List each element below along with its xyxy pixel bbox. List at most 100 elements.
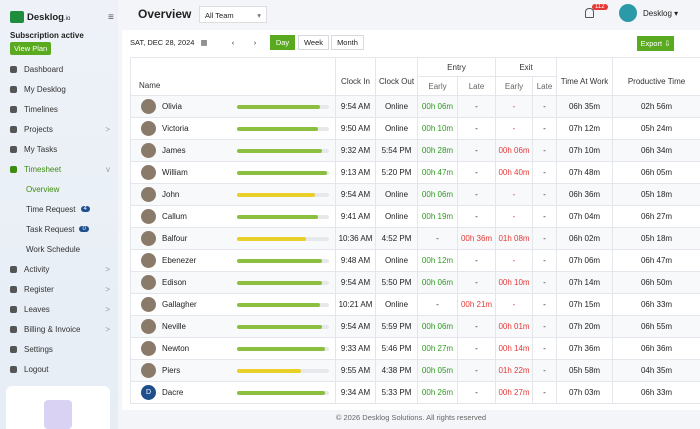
nav-icon (10, 125, 17, 133)
cell-exit-late: - (532, 381, 558, 404)
cell-clock-out: 5:50 PM (375, 271, 418, 294)
cell-exit-late: - (532, 117, 558, 140)
cell-exit-late: - (532, 293, 558, 316)
view-button[interactable]: Week (298, 35, 329, 50)
nav-label: Settings (24, 344, 53, 354)
cell-productive-time: 04h 35m (612, 359, 700, 382)
cell-clock-in: 9:54 AM (335, 315, 376, 338)
name-cell: Edison (130, 271, 336, 294)
logo-icon (10, 11, 24, 23)
cell-clock-in: 9:54 AM (335, 183, 376, 206)
cell-clock-in: 9:55 AM (335, 359, 376, 382)
progress-bar (237, 302, 320, 307)
nav-item[interactable]: Work Schedule (26, 241, 126, 257)
cell-time-at-work: 07h 20m (556, 315, 614, 338)
cell-clock-out: Online (375, 293, 418, 316)
cell-exit-early: - (495, 117, 534, 140)
progress-track (237, 126, 329, 131)
cell-entry-late: - (456, 271, 497, 294)
cell-clock-in: 9:32 AM (335, 139, 376, 162)
cell-productive-time: 06h 33m (612, 381, 700, 404)
view-button[interactable]: Day (270, 35, 295, 50)
next-button[interactable]: › (248, 35, 262, 50)
timesheet-table: Name Clock In Clock Out Entry Exit Time … (130, 57, 700, 404)
cell-productive-time: 06h 33m (612, 293, 700, 316)
cell-exit-late: - (532, 183, 558, 206)
nav-label: Billing & Invoice (24, 324, 81, 334)
promo-card (6, 386, 110, 429)
name-cell: John (130, 183, 336, 206)
nav-label: Leaves (24, 304, 50, 314)
name-wrap: Ebenezer (132, 253, 335, 268)
header-cell: Clock Out (375, 57, 418, 96)
user-avatar[interactable] (619, 4, 637, 22)
progress-track (237, 170, 329, 175)
name-wrap: James (132, 143, 335, 158)
nav-label: Projects (24, 124, 53, 134)
cell-time-at-work: 07h 03m (556, 381, 614, 404)
header-cell: Time At Work (556, 57, 614, 96)
cell-time-at-work: 07h 04m (556, 205, 614, 228)
footer: © 2026 Desklog Solutions. All rights res… (335, 413, 487, 422)
progress-bar (237, 258, 322, 263)
user-name: Desklog (643, 9, 672, 18)
nav-icon (10, 265, 17, 273)
nav-item[interactable]: Leaves > (10, 301, 110, 317)
employee-name: Piers (162, 366, 181, 375)
progress-track (237, 258, 329, 263)
progress-bar (237, 104, 320, 109)
team-select[interactable]: All Team ▾ (199, 6, 267, 23)
nav-item[interactable]: Timesheet v (10, 161, 110, 177)
nav-item[interactable]: My Desklog (10, 81, 110, 97)
name-cell: Olivia (130, 95, 336, 118)
employee-name: John (162, 190, 180, 199)
nav-item[interactable]: Time Request 4 (26, 201, 126, 217)
avatar (141, 319, 156, 334)
cell-entry-early: 00h 26m (417, 381, 458, 404)
nav-item[interactable]: Settings (10, 341, 110, 357)
name-cell: Ebenezer (130, 249, 336, 272)
cell-exit-late: - (532, 161, 558, 184)
cell-time-at-work: 07h 15m (556, 293, 614, 316)
cell-entry-late: - (456, 95, 497, 118)
nav-item[interactable]: Timelines (10, 101, 110, 117)
cell-exit-early: 00h 14m (495, 337, 534, 360)
cell-productive-time: 06h 50m (612, 271, 700, 294)
nav-item[interactable]: Overview (26, 181, 126, 197)
cell-exit-early: 01h 08m (495, 227, 534, 250)
nav-badge: 0 (79, 226, 89, 232)
nav-item[interactable]: Billing & Invoice > (10, 321, 110, 337)
cell-entry-early: 00h 10m (417, 117, 458, 140)
nav-item[interactable]: Activity > (10, 261, 110, 277)
nav-item[interactable]: Projects > (10, 121, 110, 137)
export-button[interactable]: Export ⇩ (637, 36, 674, 51)
prev-button[interactable]: ‹ (226, 35, 240, 50)
nav-item[interactable]: Logout (10, 361, 110, 377)
cell-time-at-work: 07h 14m (556, 271, 614, 294)
nav-label: Task Request (26, 224, 75, 234)
sidebar: Desklog.io ≡ Subscription active View Pl… (0, 0, 118, 429)
cell-clock-out: 5:46 PM (375, 337, 418, 360)
view-plan-button[interactable]: View Plan (10, 42, 52, 55)
menu-toggle[interactable]: ≡ (108, 12, 114, 23)
nav-item[interactable]: My Tasks (10, 141, 110, 157)
nav-badge: 4 (80, 206, 90, 212)
nav-item[interactable]: Task Request 0 (26, 221, 126, 237)
date-picker[interactable]: SAT, DEC 28, 2024 ▦ (130, 35, 226, 50)
nav-item[interactable]: Register > (10, 281, 110, 297)
cell-clock-out: 4:52 PM (375, 227, 418, 250)
nav-icon (10, 285, 17, 293)
user-menu[interactable]: Desklog ▾ (643, 9, 679, 18)
avatar (141, 209, 156, 224)
nav-icon (10, 325, 17, 333)
avatar (141, 231, 156, 246)
progress-bar (237, 192, 316, 197)
progress-bar (237, 280, 322, 285)
bell-icon[interactable] (585, 8, 594, 18)
cell-entry-early: 00h 06m (417, 315, 458, 338)
nav-item[interactable]: Dashboard (10, 61, 110, 77)
view-button[interactable]: Month (331, 35, 364, 50)
cell-entry-late: - (456, 139, 497, 162)
date: SAT, DEC 28, 2024 (130, 38, 195, 47)
cell-entry-late: - (456, 205, 497, 228)
